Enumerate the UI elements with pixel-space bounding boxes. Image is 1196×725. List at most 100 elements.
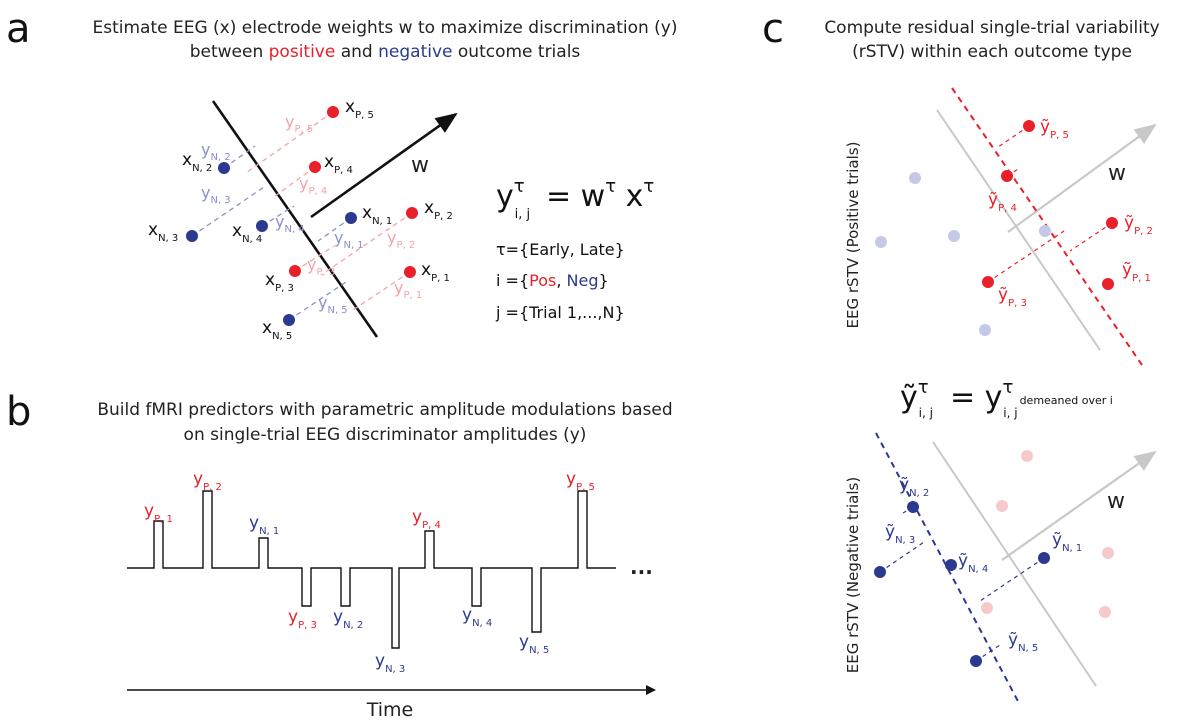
x-labels: xP, 5 xP, 4 xP, 2 xP, 1 xP, 3 xN, 2 xN, … bbox=[148, 97, 453, 342]
heading-text-post: outcome trials bbox=[452, 42, 580, 62]
panel-c: c Compute residual single-trial variabil… bbox=[762, 6, 1160, 706]
pulse-label: yP, 3 bbox=[288, 607, 317, 631]
demeaned-lhs: ỹτ i, j bbox=[900, 377, 933, 420]
pulse-label: yP, 2 bbox=[193, 469, 222, 493]
equation-lhs: yτ i, j bbox=[496, 176, 530, 222]
continuation-ellipsis: ... bbox=[630, 555, 653, 579]
time-axis-label: Time bbox=[366, 699, 414, 721]
y-label: yP, 2 bbox=[387, 228, 415, 251]
projection-line-n3 bbox=[191, 186, 265, 237]
y-label: yN, 5 bbox=[318, 293, 348, 316]
y-label: yN, 2 bbox=[201, 140, 231, 163]
projection-line-n4 bbox=[261, 205, 295, 227]
x-label: xP, 3 bbox=[265, 270, 294, 294]
y-projection-labels: yP, 5 yP, 4 yP, 2 yP, 3 yP, 1 yN, 2 yN, … bbox=[201, 112, 422, 316]
weight-label-bottom: w bbox=[1107, 489, 1125, 514]
projection-line-n1 bbox=[317, 217, 352, 242]
y-label: yN, 3 bbox=[201, 183, 231, 206]
panel-a-heading-line1: Estimate EEG (x) electrode weights w to … bbox=[93, 18, 678, 38]
heading-negative-word: negative bbox=[378, 42, 452, 62]
y-label: yN, 4 bbox=[275, 212, 305, 235]
pulse-label: yP, 4 bbox=[412, 507, 441, 531]
x-label: xN, 2 bbox=[182, 150, 212, 174]
x-label: xP, 5 bbox=[345, 97, 374, 121]
projection-line-n2 bbox=[223, 145, 256, 169]
projection-equation: yτ i, j = wτ xτ τ={Early, Late} i ={Pos, … bbox=[495, 176, 654, 322]
boundary-line-top bbox=[936, 109, 1101, 351]
predictor-timecourse bbox=[127, 490, 616, 649]
residual-label: ỹN, 5 bbox=[1008, 630, 1038, 654]
x-label: xP, 4 bbox=[324, 152, 353, 176]
negative-trials-plot: EEG rSTV (Negative trials) w ỹN, 2 ỹN, 3… bbox=[844, 432, 1157, 706]
positive-residual-labels: ỹP, 5 ỹP, 4 ỹP, 2 ỹP, 1 ỹP, 3 bbox=[988, 117, 1153, 309]
y-label: yP, 3 bbox=[307, 255, 335, 278]
y-label: yP, 4 bbox=[299, 174, 327, 197]
boundary-line-bottom bbox=[932, 441, 1097, 687]
pulse-label: yP, 1 bbox=[144, 501, 173, 525]
weight-label-top: w bbox=[1108, 161, 1126, 186]
point-n5 bbox=[283, 314, 295, 326]
residual-label: ỹN, 2 bbox=[899, 475, 929, 499]
pulse-label: yN, 5 bbox=[519, 632, 549, 656]
point-n4 bbox=[256, 220, 268, 232]
y-axis-label-negative: EEG rSTV (Negative trials) bbox=[844, 477, 862, 673]
point-p2 bbox=[406, 207, 418, 219]
projection-line-p2 bbox=[320, 212, 413, 276]
panel-b: b Build fMRI predictors with parametric … bbox=[6, 389, 673, 721]
x-label: xP, 1 bbox=[421, 260, 450, 284]
heading-positive-word: positive bbox=[269, 42, 336, 62]
y-axis-label-positive: EEG rSTV (Positive trials) bbox=[844, 142, 862, 329]
residual-label: ỹP, 4 bbox=[988, 190, 1017, 214]
point-n2 bbox=[218, 162, 230, 174]
x-label: xP, 2 bbox=[424, 198, 453, 222]
projection-line-p3 bbox=[294, 245, 335, 272]
tau-definition: τ={Early, Late} bbox=[496, 240, 625, 259]
negative-residual-labels: ỹN, 2 ỹN, 3 ỹN, 4 ỹN, 1 ỹN, 5 bbox=[885, 475, 1082, 654]
heading-text-pre: between bbox=[190, 42, 269, 62]
equation-rhs: = wτ xτ bbox=[546, 176, 654, 214]
panel-a: a Estimate EEG (x) electrode weights w t… bbox=[6, 6, 678, 342]
x-label: xN, 4 bbox=[232, 221, 262, 245]
panel-b-heading-line2: on single-trial EEG discriminator amplit… bbox=[184, 425, 587, 445]
residual-label: ỹP, 2 bbox=[1124, 213, 1153, 237]
weight-arrow-top bbox=[1007, 123, 1157, 233]
decision-boundary-line bbox=[211, 100, 379, 338]
residual-label: ỹN, 1 bbox=[1052, 530, 1082, 554]
point-n3 bbox=[186, 230, 198, 242]
x-label: xN, 5 bbox=[262, 318, 292, 342]
weight-vector-arrow bbox=[310, 112, 458, 219]
point-p1 bbox=[404, 266, 416, 278]
pulse-label: yN, 4 bbox=[462, 605, 492, 629]
mean-line-negative bbox=[875, 432, 1021, 706]
pulse-labels: yP, 1 yP, 2 yN, 1 yP, 3 yN, 2 yN, 3 yP, … bbox=[144, 469, 595, 675]
faded-positive-points-bottom bbox=[981, 450, 1114, 618]
weight-label: w bbox=[411, 153, 429, 178]
point-p5 bbox=[327, 106, 339, 118]
x-label: xN, 1 bbox=[362, 203, 392, 227]
residual-label: ỹP, 3 bbox=[998, 285, 1027, 309]
pulse-label: yN, 2 bbox=[333, 607, 363, 631]
residual-label: ỹN, 3 bbox=[885, 522, 915, 546]
pulse-label: yN, 1 bbox=[249, 513, 279, 537]
projection-line-p1 bbox=[352, 271, 411, 311]
panel-label-b: b bbox=[6, 389, 31, 435]
point-p4 bbox=[309, 161, 321, 173]
residual-label: ỹN, 4 bbox=[958, 551, 988, 575]
projection-lines bbox=[191, 111, 413, 321]
demeaned-rhs: = yτ i, jdemeaned over i bbox=[950, 377, 1113, 420]
panel-c-heading-line1: Compute residual single-trial variabilit… bbox=[824, 18, 1159, 38]
panel-b-heading-line1: Build fMRI predictors with parametric am… bbox=[97, 400, 672, 420]
panel-label-c: c bbox=[762, 6, 784, 52]
negative-points-bottom bbox=[874, 501, 1050, 667]
point-n1 bbox=[345, 212, 357, 224]
heading-text-mid: and bbox=[335, 42, 378, 62]
projection-line-n5 bbox=[288, 279, 350, 321]
y-label: yP, 5 bbox=[285, 112, 313, 135]
positive-points-top bbox=[982, 120, 1118, 290]
panel-a-heading-line2: between positive and negative outcome tr… bbox=[190, 42, 581, 62]
demeaned-equation: ỹτ i, j = yτ i, jdemeaned over i bbox=[900, 377, 1113, 420]
panel-c-heading-line2: (rSTV) within each outcome type bbox=[852, 42, 1132, 62]
residual-label: ỹP, 1 bbox=[1122, 260, 1151, 284]
panel-label-a: a bbox=[6, 6, 31, 52]
